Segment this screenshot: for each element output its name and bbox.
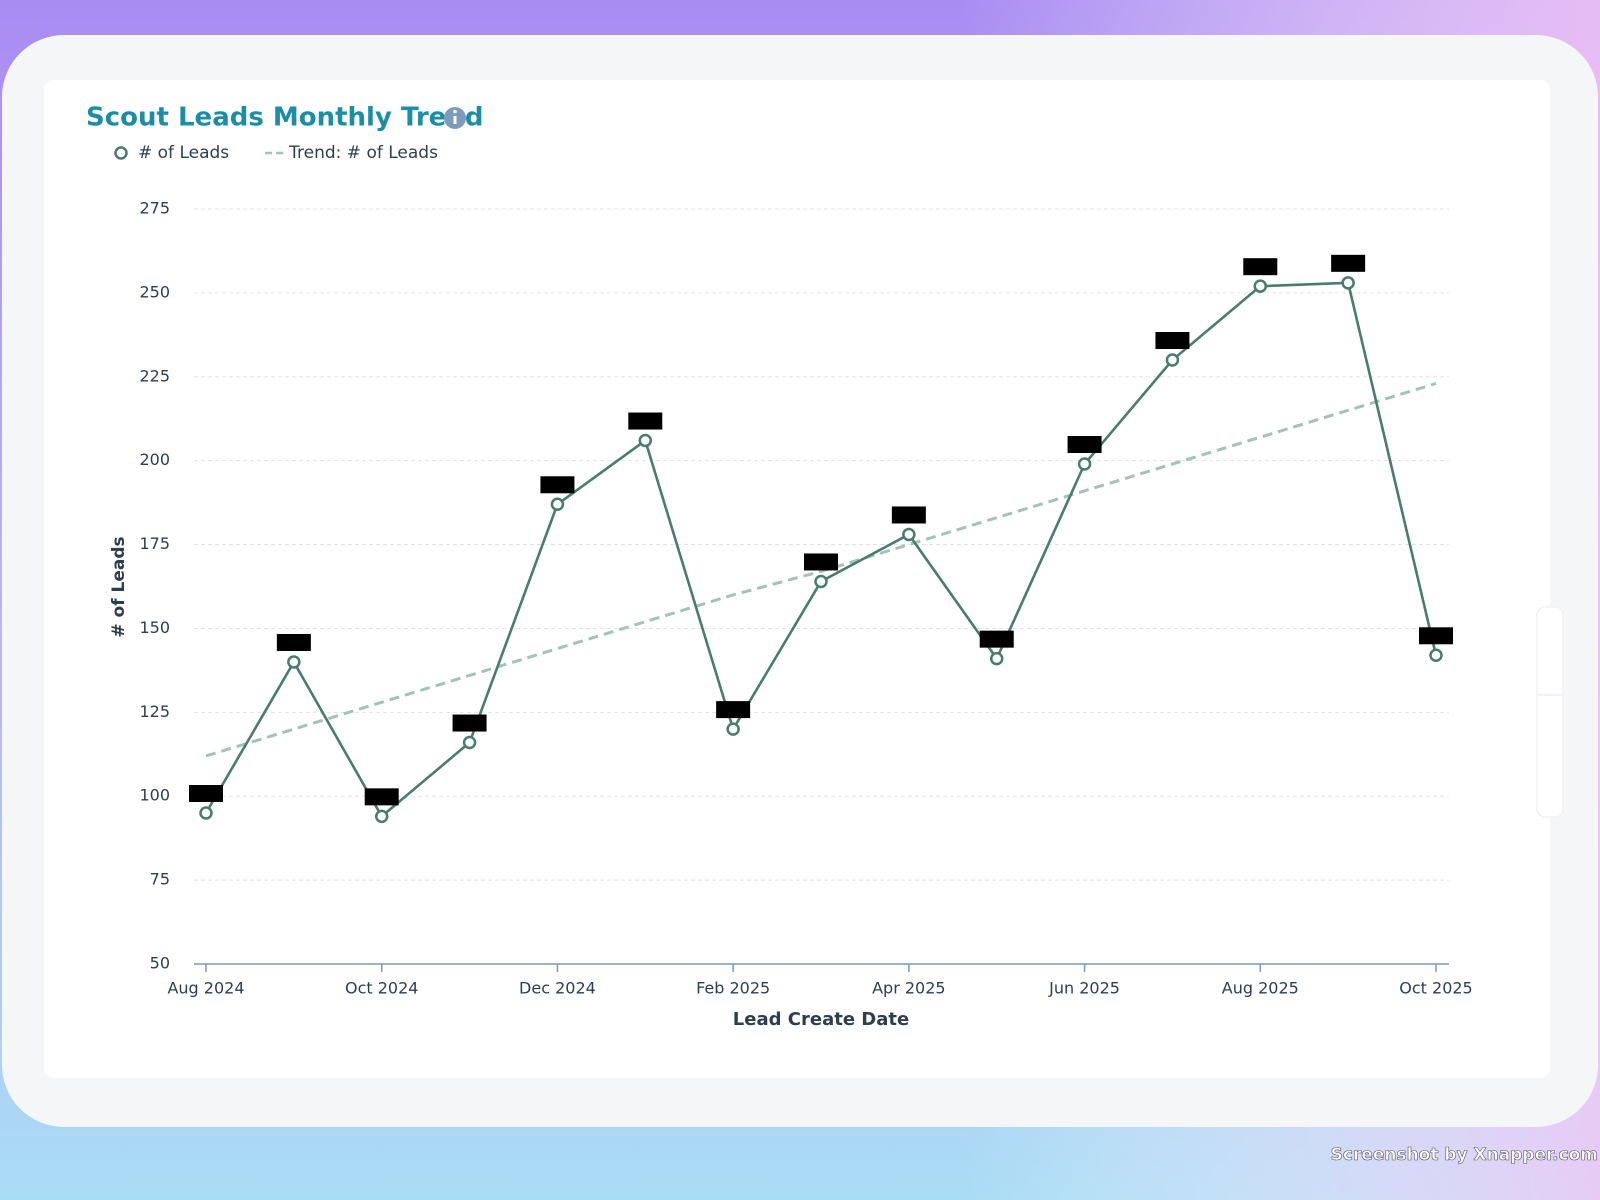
y-tick-label: 200 bbox=[139, 450, 170, 469]
data-point bbox=[989, 651, 1004, 666]
data-point bbox=[199, 806, 213, 820]
y-tick-label: 125 bbox=[139, 702, 170, 721]
data-point bbox=[902, 527, 916, 542]
y-tick-label: 75 bbox=[150, 870, 170, 889]
redacted-label bbox=[452, 714, 487, 732]
legend-swatch bbox=[114, 146, 128, 160]
watermark: Screenshot by Xnapper.com bbox=[1331, 1145, 1598, 1165]
redacted-label bbox=[1067, 436, 1102, 454]
legend-label: Trend: # of Leads bbox=[288, 143, 438, 163]
x-axis-title: Lead Create Date bbox=[733, 1009, 909, 1030]
x-tick-label: Aug 2024 bbox=[167, 979, 244, 998]
data-point bbox=[1429, 648, 1443, 663]
redacted-label bbox=[364, 788, 399, 806]
y-tick-label: 275 bbox=[139, 199, 170, 218]
x-tick-label: Jun 2025 bbox=[1048, 979, 1120, 998]
y-axis-title: # of Leads bbox=[109, 536, 129, 637]
data-point bbox=[814, 574, 828, 589]
redacted-label bbox=[804, 553, 838, 571]
data-point bbox=[287, 655, 301, 669]
info-icon-glyph bbox=[453, 116, 457, 124]
y-tick-label: 100 bbox=[139, 786, 170, 805]
x-tick-label: Feb 2025 bbox=[696, 979, 770, 998]
x-tick-label: Apr 2025 bbox=[872, 979, 945, 998]
data-point bbox=[1077, 457, 1092, 471]
redacted-label bbox=[1419, 627, 1453, 645]
data-point bbox=[1165, 353, 1180, 367]
y-tick-label: 150 bbox=[139, 618, 170, 637]
data-point bbox=[374, 809, 389, 824]
data-point bbox=[638, 433, 653, 448]
redacted-label bbox=[891, 506, 926, 524]
redacted-label bbox=[1331, 254, 1366, 272]
redacted-label bbox=[628, 412, 663, 430]
side-tab bbox=[1536, 606, 1564, 818]
y-tick-label: 175 bbox=[139, 534, 170, 553]
redacted-label bbox=[540, 476, 575, 494]
x-tick-label: Aug 2025 bbox=[1222, 979, 1299, 998]
data-point bbox=[1341, 276, 1355, 290]
redacted-label bbox=[1155, 332, 1190, 349]
redacted-label bbox=[189, 785, 223, 802]
chart-title: Scout Leads Monthly Trend bbox=[86, 103, 483, 133]
data-point bbox=[1253, 279, 1268, 293]
x-tick-label: Oct 2025 bbox=[1399, 979, 1472, 998]
info-icon-glyph bbox=[453, 109, 457, 114]
y-tick-label: 250 bbox=[139, 282, 170, 301]
redacted-label bbox=[1243, 258, 1278, 276]
trend-line bbox=[205, 382, 1437, 758]
y-tick-label: 225 bbox=[139, 366, 170, 385]
data-point bbox=[726, 722, 740, 736]
redacted-label bbox=[716, 701, 751, 719]
data-point bbox=[550, 497, 565, 512]
x-tick-label: Oct 2024 bbox=[345, 979, 418, 998]
legend-label: # of Leads bbox=[138, 143, 229, 163]
data-point bbox=[462, 735, 477, 750]
y-tick-label: 50 bbox=[150, 954, 170, 973]
redacted-label bbox=[276, 634, 311, 651]
x-tick-label: Dec 2024 bbox=[519, 979, 596, 998]
redacted-label bbox=[979, 630, 1014, 648]
